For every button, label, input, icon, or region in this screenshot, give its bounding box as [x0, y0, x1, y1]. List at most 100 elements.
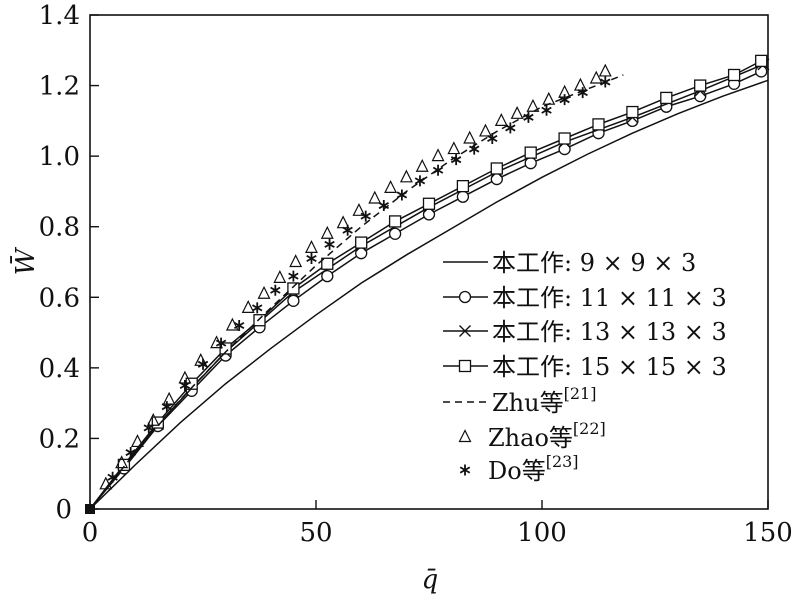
- data-point: [494, 113, 508, 126]
- legend-item: 本工作: 9 × 9 × 3: [443, 249, 696, 277]
- legend-item: Zhu等[21]: [443, 384, 596, 417]
- data-point: [388, 215, 402, 228]
- data-point: [99, 476, 113, 490]
- data-point: [288, 270, 299, 282]
- series-6: [107, 76, 611, 483]
- x-tick-label: 100: [517, 518, 567, 548]
- data-point: [378, 200, 390, 212]
- data-point: [287, 294, 300, 307]
- legend-item: 本工作: 15 × 15 × 3: [443, 353, 727, 381]
- data-point: [342, 224, 353, 236]
- data-point: [542, 91, 556, 105]
- series-layer: [85, 54, 770, 514]
- data-point: [510, 105, 524, 119]
- data-point: [355, 236, 368, 249]
- data-point: [117, 458, 131, 472]
- legend-marker: [458, 359, 472, 373]
- y-tick-label: 1.2: [39, 72, 80, 102]
- origin-point: [85, 504, 95, 514]
- data-point: [414, 175, 426, 187]
- data-point: [468, 143, 480, 155]
- data-point: [253, 314, 266, 327]
- data-point: [600, 76, 611, 88]
- data-point: [225, 317, 239, 331]
- legend-marker: [459, 464, 471, 476]
- data-point: [352, 202, 366, 216]
- y-tick-label: 0.6: [39, 283, 80, 313]
- data-point: [241, 300, 255, 313]
- series-line: [89, 79, 769, 510]
- data-point: [130, 434, 144, 448]
- data-point: [558, 132, 571, 145]
- data-point: [523, 111, 534, 123]
- data-point: [456, 190, 470, 203]
- data-point: [321, 257, 334, 270]
- series-0: [89, 79, 769, 510]
- data-point: [432, 164, 444, 176]
- data-point: [215, 337, 227, 349]
- legend-marker: [458, 429, 472, 443]
- data-point: [161, 401, 173, 413]
- data-point: [107, 471, 118, 483]
- data-point: [143, 422, 154, 434]
- data-point: [660, 91, 673, 105]
- legend-label: 本工作: 13 × 13 × 3: [492, 318, 727, 346]
- data-point: [384, 180, 398, 193]
- data-point: [197, 358, 209, 370]
- axis-ticks: 0 50 100 150 0 0.2 0.4 0.6 0.8 1.0 1.2 1.4: [39, 1, 793, 548]
- data-point: [368, 190, 382, 204]
- data-point: [755, 54, 768, 68]
- legend-item: Zhao等[22]: [458, 419, 606, 452]
- data-point: [526, 98, 540, 112]
- legend-label: 本工作: 15 × 15 × 3: [492, 353, 727, 381]
- x-tick-label: 150: [743, 518, 793, 548]
- data-point: [396, 189, 408, 201]
- series-5: [99, 63, 612, 490]
- legend-label: 本工作: 9 × 9 × 3: [492, 249, 696, 277]
- y-tick-label: 0.2: [39, 424, 80, 454]
- y-tick-label: 0: [55, 495, 72, 525]
- data-point: [447, 141, 461, 155]
- data-point: [320, 225, 334, 239]
- data-point: [505, 122, 516, 134]
- legend-label: Do等[23]: [488, 452, 579, 485]
- y-axis-title: W̄: [9, 246, 41, 275]
- data-point: [399, 169, 413, 183]
- y-tick-label: 1.4: [39, 1, 80, 31]
- data-point: [273, 270, 287, 283]
- data-point: [415, 158, 429, 172]
- data-point: [431, 148, 445, 162]
- data-point: [289, 254, 303, 268]
- legend-item: 本工作: 11 × 11 × 3: [443, 284, 727, 312]
- legend-item: 本工作: 13 × 13 × 3: [443, 318, 727, 346]
- legend-marker: [459, 325, 471, 337]
- legend-marker: [458, 290, 472, 304]
- data-point: [626, 105, 639, 119]
- data-point: [559, 94, 570, 106]
- data-point: [233, 320, 245, 332]
- data-point: [727, 68, 741, 82]
- x-tick-label: 50: [299, 518, 332, 548]
- data-point: [573, 77, 587, 91]
- x-tick-label: 0: [82, 518, 99, 548]
- data-point: [125, 447, 136, 459]
- data-point: [162, 391, 176, 405]
- y-tick-label: 0.8: [39, 213, 80, 243]
- legend-label: 本工作: 11 × 11 × 3: [492, 284, 727, 312]
- data-point: [219, 342, 232, 355]
- legend-label: Zhao等[22]: [488, 419, 606, 452]
- data-point: [577, 87, 588, 99]
- data-point: [487, 133, 498, 144]
- data-point: [456, 179, 470, 193]
- data-point: [450, 154, 462, 166]
- data-point: [541, 104, 552, 116]
- data-point: [598, 63, 612, 77]
- data-point: [592, 118, 605, 131]
- data-point: [179, 380, 191, 391]
- data-point: [360, 210, 371, 222]
- data-point: [257, 285, 271, 299]
- data-point: [306, 252, 317, 264]
- legend-item: Do等[23]: [459, 452, 579, 485]
- data-point: [524, 146, 537, 159]
